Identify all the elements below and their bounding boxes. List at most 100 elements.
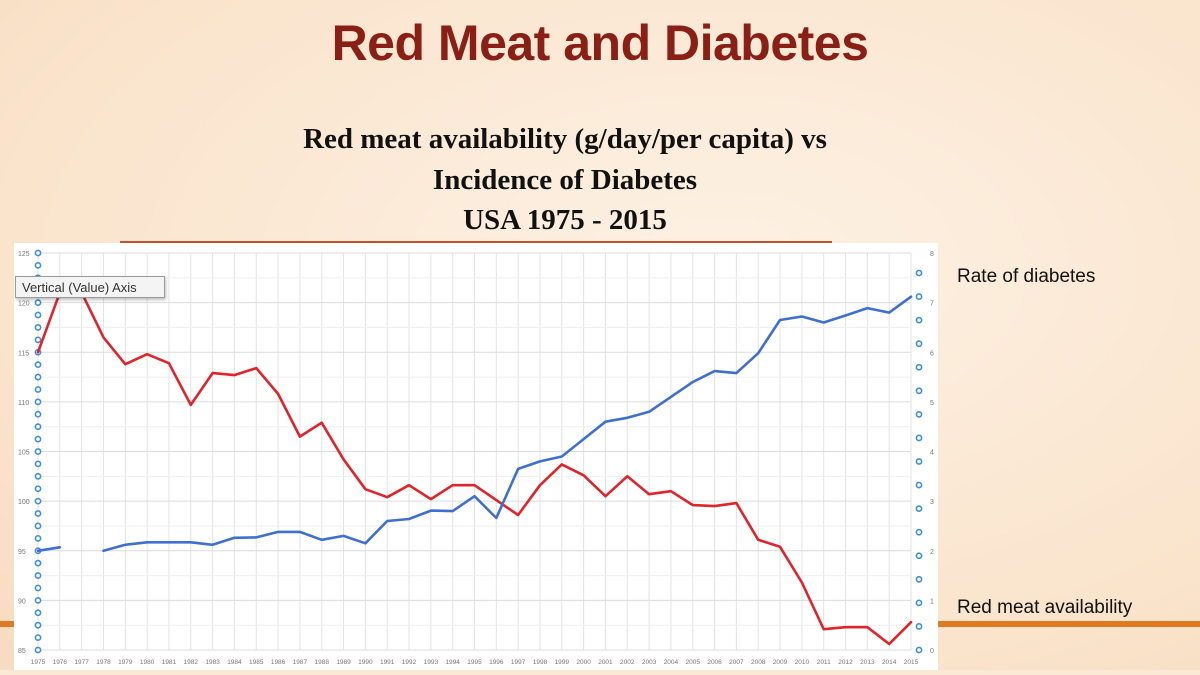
axis-handle-right (915, 363, 923, 371)
x-tick-label: 2007 (729, 659, 744, 666)
x-tick-label: 1998 (533, 659, 548, 666)
axis-handle-right (915, 458, 923, 465)
title-underline (120, 241, 832, 243)
x-tick-label: 2005 (686, 659, 701, 666)
x-tick-label: 2004 (664, 659, 679, 666)
x-tick-label: 1984 (227, 659, 242, 666)
axis-handle-left (34, 249, 42, 257)
x-tick-label: 1977 (74, 659, 89, 666)
axis-handle-left (34, 596, 42, 604)
rate-of-diabetes-label: Rate of diabetes (957, 266, 1096, 287)
x-tick-label: 1979 (118, 659, 133, 666)
x-tick-label: 2011 (817, 659, 831, 666)
diabetes-rate-series-line (36, 295, 913, 553)
axis-handle-right (915, 293, 923, 300)
axis-handle-left (34, 423, 42, 431)
y-right-tick-label: 7 (930, 301, 934, 308)
axis-handle-right (915, 387, 923, 395)
x-tick-label: 1975 (31, 659, 46, 666)
y-left-tick-label: 105 (18, 450, 30, 457)
red-meat-availability-label: Red meat availability (957, 597, 1133, 618)
axis-handle-left (34, 460, 42, 468)
axis-handle-left (34, 386, 42, 393)
axis-handle-left (34, 510, 42, 517)
x-tick-label: 2010 (795, 659, 810, 666)
footer-accent-bar-right (938, 621, 1200, 627)
x-tick-label: 2002 (620, 659, 635, 666)
axis-handle-right (915, 316, 923, 324)
axis-handle-left (34, 336, 42, 344)
y-right-tick-label: 3 (930, 499, 934, 506)
x-tick-label: 2000 (576, 659, 591, 666)
x-tick-label: 1980 (140, 659, 155, 666)
axis-handle-left (34, 448, 42, 455)
axis-handle-right (915, 623, 923, 630)
x-tick-label: 1999 (555, 659, 570, 666)
axis-tooltip: Vertical (Value) Axis (15, 276, 165, 298)
x-tick-label: 1987 (293, 659, 308, 666)
axis-handle-left (34, 646, 42, 654)
axis-handle-left (34, 609, 42, 617)
x-tick-label: 2013 (860, 659, 875, 666)
x-tick-label: 2006 (707, 659, 722, 666)
axis-handle-left (34, 634, 42, 641)
chart-area[interactable]: 85 90 95 100 105 110 115 120 125 0 1 2 3 4 5 6 7 8 1975 197… (14, 243, 938, 670)
y-left-tick-label: 125 (18, 251, 30, 258)
axis-handle-left (34, 621, 42, 629)
y-right-tick-label: 4 (930, 450, 934, 457)
x-tick-label: 2014 (882, 659, 897, 666)
axis-handle-right (915, 646, 923, 654)
axis-handle-right (915, 505, 923, 513)
x-tick-label: 1990 (358, 659, 373, 666)
x-tick-label: 1978 (96, 659, 111, 666)
y-left-tick-label: 90 (18, 598, 26, 605)
axis-handle-right (915, 552, 923, 560)
x-tick-label: 1988 (314, 659, 329, 666)
slide-title: Red Meat and Diabetes (331, 15, 869, 71)
axis-handle-left (34, 534, 42, 542)
x-tick-label: 1994 (445, 659, 460, 666)
axis-handle-right (915, 410, 923, 418)
x-tick-label: 1992 (402, 659, 417, 666)
axis-handle-left (34, 572, 42, 579)
axis-handle-left (34, 497, 42, 505)
axis-handle-left (34, 398, 42, 406)
x-tick-label: 2001 (598, 659, 613, 666)
axis-handle-left (34, 262, 42, 269)
axis-handle-left (34, 299, 42, 307)
chart-subtitle-line-3: USA 1975 - 2015 (463, 204, 667, 236)
footer-accent-bar-left (0, 621, 14, 627)
axis-handle-left (34, 435, 42, 443)
x-tick-label: 2015 (904, 659, 919, 666)
axis-handle-left (34, 559, 42, 567)
axis-handle-left (34, 522, 42, 530)
y-left-tick-label: 115 (18, 350, 29, 357)
x-tick-label: 1993 (424, 659, 439, 666)
axis-handle-left (34, 410, 42, 418)
chart-subtitle-line-2: Incidence of Diabetes (432, 164, 698, 196)
axis-handle-right (915, 269, 923, 277)
axis-handle-left (34, 324, 42, 331)
axis-handle-right (915, 434, 923, 442)
line-chart[interactable]: 85 90 95 100 105 110 115 120 125 0 1 2 3 4 5 6 7 8 1975 197… (14, 243, 938, 670)
axis-handle-right (915, 481, 923, 489)
axis-handle-left (34, 584, 42, 592)
y-right-tick-label: 6 (930, 350, 934, 357)
y-left-tick-label: 100 (18, 499, 30, 506)
x-tick-label: 1991 (380, 659, 395, 666)
x-tick-label: 1976 (53, 659, 68, 666)
x-tick-label: 1985 (249, 659, 264, 666)
y-left-tick-label: 85 (18, 648, 26, 655)
y-left-tick-label: 120 (18, 301, 30, 308)
x-tick-label: 1981 (162, 659, 177, 666)
axis-handle-right (915, 599, 923, 607)
x-tick-label: 2003 (642, 659, 657, 666)
x-tick-label: 1997 (511, 659, 526, 666)
x-tick-label: 1989 (336, 659, 351, 666)
x-tick-label: 1986 (271, 659, 286, 666)
y-right-tick-label: 5 (930, 400, 934, 407)
axis-handle-left (34, 311, 42, 319)
x-tick-label: 2012 (838, 659, 853, 666)
axis-handle-left (34, 373, 42, 381)
axis-handle-right (915, 340, 923, 348)
